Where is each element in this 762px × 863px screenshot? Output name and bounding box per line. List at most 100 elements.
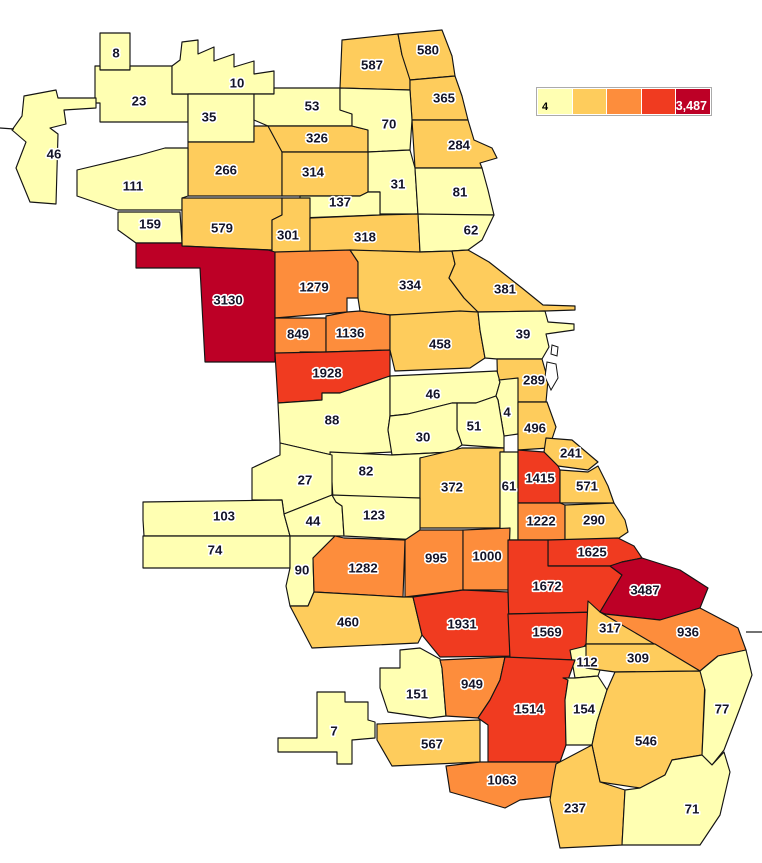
map-region — [277, 691, 376, 765]
region-label: 1222 — [526, 514, 555, 529]
map-region — [171, 39, 275, 95]
map-region — [76, 147, 189, 211]
region-label: 284 — [448, 138, 471, 153]
region-label: 1282 — [348, 561, 377, 576]
region-label: 3487 — [630, 583, 659, 598]
region-label: 74 — [208, 543, 223, 558]
region-label: 46 — [47, 147, 62, 162]
region-label: 587 — [361, 58, 383, 73]
map-region — [445, 761, 561, 809]
region-label: 309 — [627, 651, 649, 666]
map-region — [414, 167, 495, 216]
legend-swatch-3 — [607, 89, 641, 114]
map-region — [331, 494, 421, 541]
map-region — [187, 93, 255, 143]
region-label: 3130 — [213, 293, 242, 308]
region-label: 496 — [524, 421, 546, 436]
region-label: 53 — [305, 99, 320, 114]
region-label: 62 — [464, 223, 479, 238]
region-label: 35 — [202, 110, 217, 125]
region-label: 1279 — [299, 280, 328, 295]
region-label: 111 — [123, 179, 144, 194]
map-region — [135, 242, 276, 363]
region-label: 159 — [139, 217, 161, 232]
region-label: 39 — [516, 327, 531, 342]
region-label: 949 — [461, 677, 483, 692]
region-label: 10 — [230, 76, 245, 91]
region-label: 458 — [429, 337, 451, 352]
lake-island — [544, 361, 559, 392]
map-region — [448, 249, 576, 313]
map-region — [187, 125, 283, 197]
region-label: 1625 — [577, 545, 606, 560]
map-region — [11, 89, 97, 205]
region-label: 1931 — [447, 617, 476, 632]
region-label: 460 — [337, 615, 359, 630]
region-label: 579 — [211, 221, 233, 236]
region-label: 82 — [359, 464, 374, 479]
region-label: 46 — [426, 387, 441, 402]
region-label: 289 — [523, 373, 545, 388]
map-region — [379, 647, 447, 719]
region-label: 334 — [399, 278, 422, 293]
region-label: 61 — [502, 479, 517, 494]
region-label: 4 — [503, 405, 511, 420]
region-label: 1415 — [525, 471, 554, 486]
lake-island — [550, 344, 559, 357]
map-region — [376, 719, 481, 767]
region-label: 567 — [421, 737, 443, 752]
map-region — [621, 751, 731, 846]
region-label: 372 — [441, 480, 463, 495]
region-label: 71 — [685, 802, 700, 817]
legend-swatch-1: 4 — [538, 89, 572, 114]
region-label: 90 — [295, 563, 310, 578]
region-label: 30 — [416, 430, 431, 445]
region-label: 51 — [467, 419, 482, 434]
region-label: 7 — [330, 724, 337, 739]
region-label: 154 — [573, 702, 596, 717]
region-label: 8 — [112, 46, 119, 61]
map-region — [417, 213, 495, 253]
region-label: 70 — [382, 117, 397, 132]
region-label: 995 — [425, 551, 447, 566]
legend-swatch-2 — [572, 89, 607, 114]
region-label: 23 — [132, 94, 147, 109]
legend-swatch-5: 3,487 — [676, 89, 710, 114]
region-label: 1928 — [312, 366, 341, 381]
region-label: 112 — [576, 655, 597, 670]
legend-max-label: 3,487 — [675, 99, 707, 113]
region-label: 290 — [583, 513, 605, 528]
region-label: 546 — [635, 734, 657, 749]
region-label: 1672 — [532, 579, 561, 594]
map-region — [281, 151, 369, 197]
region-label: 1514 — [514, 702, 544, 717]
region-label: 381 — [494, 282, 516, 297]
region-label: 849 — [287, 327, 309, 342]
region-label: 137 — [329, 195, 351, 210]
region-label: 77 — [715, 702, 730, 717]
region-label: 1569 — [532, 625, 561, 640]
region-label: 81 — [453, 185, 468, 200]
region-label: 1136 — [336, 326, 365, 341]
region-label: 88 — [325, 413, 340, 428]
region-label: 103 — [213, 509, 235, 524]
map-legend: 4 3,487 — [536, 87, 712, 116]
region-label: 365 — [433, 91, 455, 106]
region-label: 266 — [215, 163, 237, 178]
legend-min-label: 4 — [542, 101, 549, 113]
map-region — [569, 645, 601, 679]
region-label: 241 — [560, 446, 582, 461]
region-label: 301 — [277, 228, 299, 243]
map-region — [699, 649, 753, 766]
map-region — [387, 402, 463, 456]
region-label: 44 — [306, 514, 321, 529]
boundary-line — [0, 127, 15, 130]
region-label: 1063 — [487, 773, 516, 788]
region-label: 326 — [306, 131, 328, 146]
region-label: 237 — [564, 801, 586, 816]
region-label: 571 — [576, 479, 598, 494]
map-region — [477, 310, 575, 360]
region-label: 1000 — [472, 549, 501, 564]
region-label: 936 — [677, 625, 699, 640]
